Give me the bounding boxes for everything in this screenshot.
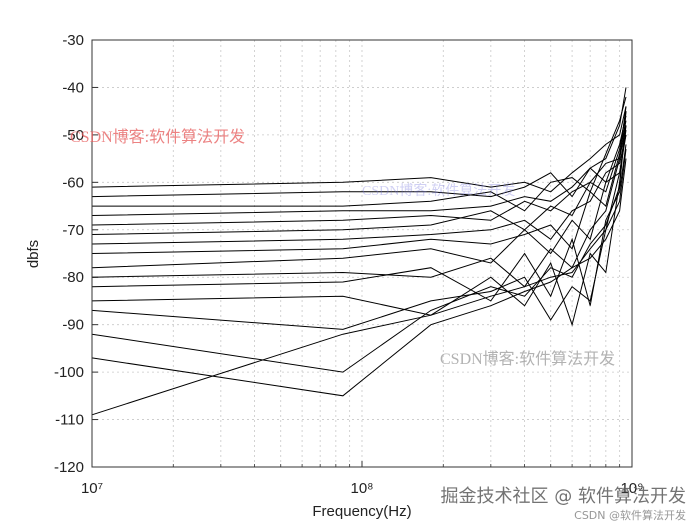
y-tick-label: -50 — [62, 127, 84, 144]
x-axis-label: Frequency(Hz) — [312, 503, 411, 520]
data-line — [91, 106, 627, 193]
y-tick-label: -80 — [62, 269, 84, 286]
y-axis-label: dbfs — [25, 240, 42, 268]
y-tick-label: -70 — [62, 222, 84, 239]
watermark: CSDN博客:软件算法开发 — [440, 349, 615, 368]
data-line — [91, 125, 627, 226]
watermark: 掘金技术社区 @ 软件算法开发 — [441, 486, 686, 507]
y-tick-label: -40 — [62, 79, 84, 96]
data-line — [91, 125, 627, 327]
data-line — [91, 149, 627, 416]
data-line — [91, 87, 627, 198]
data-line — [91, 111, 627, 373]
watermark: CSDN博客:软件算法开发 — [362, 182, 515, 199]
x-tick-label: 10⁹ — [620, 480, 643, 497]
data-line — [91, 106, 627, 288]
y-tick-label: -90 — [62, 317, 84, 334]
y-tick-label: -100 — [54, 364, 84, 381]
watermark: CSDN @软件算法开发 — [574, 508, 686, 522]
data-line — [91, 134, 627, 330]
y-tick-label: -110 — [55, 412, 84, 429]
plot-frame — [91, 39, 633, 468]
watermark: CSDN博客:软件算法开发 — [70, 127, 245, 146]
x-tick-label: 10⁸ — [350, 480, 373, 497]
y-tick-label: -120 — [54, 459, 84, 476]
data-line — [91, 120, 627, 254]
x-tick-label: 10⁷ — [81, 480, 103, 497]
data-line — [91, 158, 627, 397]
data-line — [92, 96, 627, 212]
data-line — [91, 134, 627, 245]
data-line — [91, 111, 627, 235]
data-line — [91, 130, 627, 269]
y-tick-label: -30 — [62, 32, 84, 49]
y-tick-label: -60 — [62, 174, 84, 191]
